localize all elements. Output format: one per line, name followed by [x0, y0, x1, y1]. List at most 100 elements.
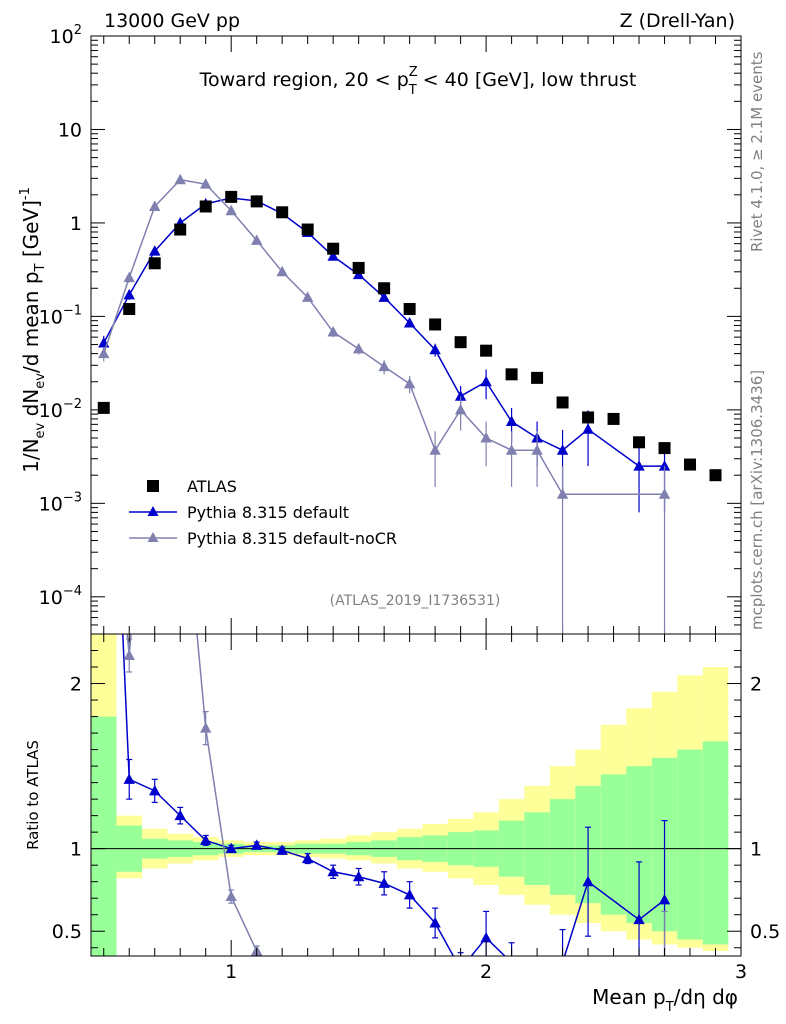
- rivet-label: Rivet 4.1.0, ≥ 2.1M events: [748, 51, 766, 252]
- pythia-default-ratio-point: [378, 877, 390, 888]
- analysis-tag: (ATLAS_2019_I1736531): [330, 593, 501, 609]
- ylabel-sup: -1: [18, 187, 33, 200]
- ratio-band-inner: [600, 774, 627, 915]
- pythia-default-point: [582, 423, 594, 434]
- ratio-y-tick-label-right: 2: [750, 674, 762, 696]
- pythia-default-line: [103, 197, 665, 467]
- pythia-default-point: [505, 415, 518, 427]
- pythia-nocr-point: [378, 360, 390, 372]
- pythia-default-ratio-point: [352, 870, 365, 882]
- y-tick-label: 10−3: [39, 490, 82, 515]
- atlas-point: [97, 401, 110, 414]
- chart-title-sub: T: [408, 83, 417, 98]
- ratio-y-tick-label: 1: [70, 839, 82, 861]
- xlabel-b: /dη dφ: [674, 985, 738, 1009]
- pythia-default-ratio-point: [174, 809, 186, 821]
- pythia-default-ratio-point: [582, 875, 594, 887]
- x-tick-label: 1: [225, 961, 237, 983]
- pythia-nocr-ratio-point: [302, 976, 313, 987]
- pythia-default-point: [429, 343, 441, 355]
- pythia-default-ratio-point: [506, 957, 517, 968]
- pythia-nocr-ratio-point: [404, 981, 415, 992]
- y-tick-exponent: −2: [63, 397, 82, 412]
- atlas-point: [403, 303, 416, 316]
- ratio-x-ticks: 1 2 3: [103, 634, 747, 983]
- atlas-point: [633, 436, 646, 449]
- y-tick-base: 10: [50, 26, 74, 48]
- atlas-point: [327, 242, 340, 255]
- atlas-point: [531, 371, 544, 384]
- pythia-nocr-point: [429, 444, 441, 455]
- y-tick-label: 102: [50, 23, 82, 48]
- pythia-nocr-point: [327, 326, 339, 337]
- legend-marker-pythia-default: [147, 506, 159, 516]
- atlas-point: [148, 257, 161, 270]
- pythia-default-ratio-point: [200, 834, 212, 845]
- ylabel-sub2: ev: [33, 373, 48, 389]
- pythia-nocr-point: [301, 291, 314, 302]
- pythia-nocr-point: [505, 444, 518, 455]
- atlas-point: [225, 190, 238, 203]
- pythia-nocr-ratio-point: [663, 954, 666, 956]
- y-tick-label: 10−2: [39, 397, 82, 422]
- pythia-nocr-ratio-point: [506, 983, 517, 994]
- legend-marker-pythia-nocr: [147, 532, 159, 542]
- xlabel-sub: T: [665, 1000, 674, 1015]
- y-tick-base: 10: [39, 587, 63, 609]
- pythia-nocr-ratio-point: [98, 380, 109, 391]
- atlas-point: [556, 396, 569, 409]
- pythia-default-point: [556, 444, 569, 455]
- pythia-nocr-point: [225, 204, 237, 216]
- legend: ATLAS Pythia 8.315 default Pythia 8.315 …: [129, 477, 397, 548]
- y-tick-label: 10−4: [39, 584, 82, 609]
- ratio-y-tick-label-right: 0.5: [750, 921, 780, 943]
- legend-label-pythia-nocr: Pythia 8.315 default-noCR: [187, 529, 397, 548]
- pythia-nocr-point: [98, 347, 110, 359]
- legend-label-pythia-default: Pythia 8.315 default: [187, 503, 349, 522]
- pythia-nocr-ratio-point: [480, 988, 491, 999]
- pythia-default-ratio-point: [149, 784, 161, 796]
- ratio-y-tick-label: 0.5: [52, 921, 82, 943]
- atlas-point: [378, 282, 391, 295]
- pythia-nocr-ratio-point: [327, 986, 338, 997]
- legend-marker-atlas: [147, 480, 159, 492]
- pythia-default-ratio-point: [658, 893, 671, 905]
- ylabel-d: [GeV]: [19, 200, 43, 263]
- pythia-nocr-ratio-point: [353, 985, 364, 996]
- header-right: Z (Drell-Yan): [620, 10, 735, 32]
- pythia-nocr-line: [103, 178, 665, 496]
- y-tick-base: 10: [39, 306, 63, 328]
- ratio-y-tick-label: 2: [70, 674, 82, 696]
- pythia-nocr-ratio-point: [149, 339, 160, 350]
- x-axis-label: Mean pT/dη dφ: [592, 985, 738, 1015]
- y-tick-exponent: −1: [63, 303, 82, 318]
- pythia-default-ratio-point: [429, 916, 441, 928]
- pythia-nocr-ratio-point: [429, 1000, 440, 1011]
- pythia-nocr-point: [658, 488, 671, 499]
- ratio-y-tick-label-right: 1: [750, 839, 762, 861]
- atlas-point: [505, 368, 518, 381]
- pythia-default-ratio-point: [98, 199, 109, 210]
- x-tick-label: 3: [735, 961, 747, 983]
- y-tick-base: 10: [39, 400, 63, 422]
- pythia-nocr-point: [556, 488, 569, 499]
- pythia-nocr-point: [149, 200, 161, 211]
- pythia-default-ratio-point: [250, 839, 263, 850]
- y-tick-exponent: −4: [63, 584, 82, 599]
- pythia-nocr-ratio-point: [531, 980, 542, 991]
- pythia-default-point: [633, 460, 645, 471]
- pythia-default-point: [123, 288, 135, 300]
- legend-label-atlas: ATLAS: [187, 477, 237, 496]
- main-series: [97, 173, 722, 634]
- pythia-nocr-ratio-point: [276, 970, 287, 981]
- pythia-default-point: [480, 375, 492, 387]
- ylabel-sub1: ev: [33, 422, 48, 438]
- ratio-panel: 0.5 0.5 1 1 2 2 1 2 3: [52, 199, 780, 1011]
- y-axis-label: 1/Nev dNev/d mean pT [GeV]-1: [18, 187, 48, 473]
- pythia-default-ratio-line: [122, 634, 665, 956]
- pythia-nocr-point: [123, 271, 135, 283]
- y-tick-label: 10−1: [39, 303, 82, 328]
